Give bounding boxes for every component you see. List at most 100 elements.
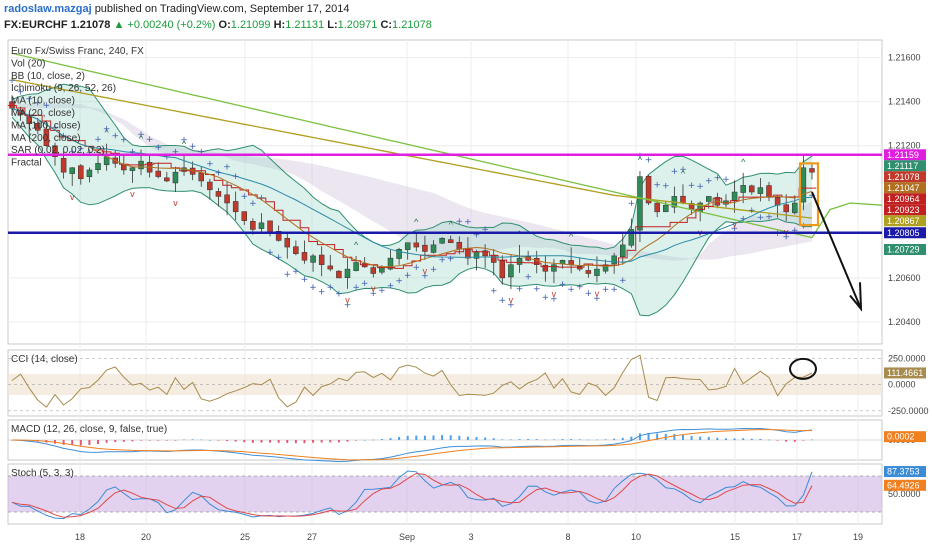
- sar-dot: +: [309, 283, 317, 293]
- sar-dot: +: [438, 256, 446, 266]
- macd-hist-bar: [140, 440, 143, 441]
- ma10-line: [11, 107, 813, 268]
- ichimoku-cloud: [12, 103, 812, 261]
- chart-area[interactable]: +++ + ++++ + ++++ +++ +++++++++++++++++ +++ + +++…: [0, 34, 932, 550]
- open-label: O:: [218, 19, 231, 31]
- close-label: C:: [380, 19, 393, 31]
- macd-hist-bar: [681, 434, 684, 440]
- macd-hist-bar: [217, 440, 220, 441]
- open-value: 1.21099: [230, 19, 271, 31]
- sar-dot: +: [507, 301, 515, 311]
- sar-dot: +: [163, 152, 171, 162]
- fractal-down: v: [732, 219, 737, 229]
- candle-body: [783, 204, 789, 213]
- x-tick-label: 25: [240, 532, 250, 542]
- sar-dot: +: [103, 124, 111, 134]
- candle-body: [611, 255, 617, 265]
- candle-body: [318, 254, 325, 265]
- fractal-up: ^: [414, 217, 419, 227]
- sar-dot: +: [266, 248, 274, 258]
- macd-hist-bar: [363, 439, 366, 441]
- y-tick-label: 1.21200: [888, 141, 921, 151]
- legend-item: SAR (0.02, 0.02, 0.2): [11, 145, 105, 156]
- sar-dot: +: [757, 213, 765, 223]
- x-tick-label: 19: [853, 532, 863, 542]
- ma200-line: [11, 52, 813, 239]
- sar-dot: +: [275, 253, 283, 263]
- fractal-up: ^: [569, 231, 574, 241]
- candle-body: [215, 191, 222, 197]
- y-tick-label: 1.21400: [888, 97, 921, 107]
- x-tick-label: 27: [307, 532, 317, 542]
- macd-hist-bar: [355, 440, 358, 441]
- macd-hist-bar: [105, 440, 108, 443]
- sar-dot: +: [765, 212, 773, 222]
- chart-header: radoslaw.mazgaj published on TradingView…: [0, 0, 932, 34]
- macd-hist-bar: [88, 440, 91, 445]
- cci-tick: 250.0000: [888, 353, 926, 363]
- macd-hist-bar: [475, 437, 478, 440]
- macd-hist-bar: [466, 436, 469, 440]
- macd-hist-bar: [122, 440, 125, 442]
- fractal-up: ^: [449, 220, 454, 230]
- macd-hist-bar: [750, 438, 753, 440]
- macd-hist-bar: [269, 440, 272, 443]
- sar-dot: +: [258, 194, 266, 204]
- macd-hist-bar: [97, 440, 100, 444]
- macd-hist-bar: [234, 440, 237, 442]
- fractal-up: ^: [354, 240, 359, 250]
- sar-dot: +: [671, 167, 679, 177]
- candle-body: [422, 244, 428, 252]
- fractal-up: ^: [638, 155, 643, 165]
- sar-dot: +: [327, 283, 335, 293]
- sar-dot: +: [292, 267, 300, 277]
- candle-body: [387, 257, 394, 270]
- cci-circle: [789, 357, 817, 380]
- macd-hist-bar: [759, 438, 762, 440]
- sar-dot: +: [249, 199, 257, 209]
- sar-dot: +: [473, 230, 481, 240]
- fractal-down: v: [509, 295, 514, 305]
- candle-body: [60, 158, 67, 173]
- fractal-down: v: [130, 189, 135, 199]
- author-link[interactable]: radoslaw.mazgaj: [4, 3, 92, 15]
- macd-hist-bar: [71, 440, 74, 446]
- sar-dot: +: [34, 98, 42, 108]
- sar-dot: +: [154, 143, 162, 153]
- macd-hist-bar: [561, 439, 564, 440]
- sar-dot: +: [447, 254, 455, 264]
- macd-hist-bar: [647, 432, 650, 440]
- sar-dot: +: [86, 148, 94, 158]
- x-tick-label: 15: [730, 532, 740, 542]
- sar-dot: +: [43, 101, 51, 111]
- candle-body: [620, 244, 626, 257]
- sar-dot: +: [456, 217, 464, 227]
- macd-hist-bar: [79, 440, 82, 446]
- candle-body: [43, 128, 50, 146]
- fractal-down: v: [552, 289, 557, 299]
- target-box: [798, 162, 820, 227]
- sar-dot: +: [413, 263, 421, 273]
- candle-body: [35, 123, 41, 131]
- candle-body: [103, 156, 110, 166]
- sar-dot: +: [791, 226, 799, 236]
- candle-body: [645, 176, 652, 204]
- sar-dot: +: [17, 87, 25, 97]
- macd-hist-bar: [389, 438, 392, 440]
- sar-dot: +: [240, 192, 248, 202]
- macd-hist-bar: [449, 435, 452, 440]
- candle-body: [663, 204, 669, 213]
- candle-body: [576, 265, 583, 270]
- sar-dot: +: [688, 181, 696, 191]
- macd-hist-bar: [183, 439, 186, 441]
- candle-body: [396, 249, 402, 259]
- candle-body: [482, 250, 488, 257]
- close-value: 1.21078: [392, 19, 432, 31]
- macd-hist-bar: [191, 439, 194, 440]
- candle-body: [740, 185, 746, 193]
- sar-dot: +: [645, 156, 653, 166]
- sar-dot: +: [395, 276, 403, 286]
- sar-dot: +: [344, 300, 352, 310]
- legend-item: MA (20, close): [11, 108, 75, 119]
- publish-line: radoslaw.mazgaj published on TradingView…: [4, 3, 350, 15]
